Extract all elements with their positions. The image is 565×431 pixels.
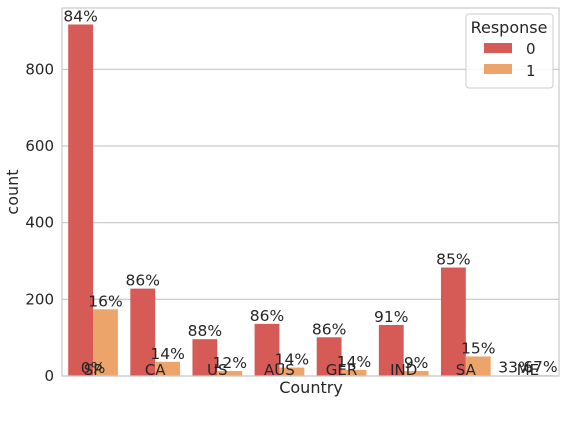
bar-label-us-0: 88% [188,322,222,340]
legend: Response 0 1 [466,14,553,88]
legend-swatch-0 [484,43,512,53]
legend-label-0: 0 [526,40,536,58]
bar-label-ind-0: 91% [374,308,408,326]
bar-label-sp-1: 16% [88,292,122,310]
bar-sp-0 [68,24,93,376]
x-axis-label: Country [279,378,343,397]
legend-label-1: 1 [526,62,536,80]
y-tick-label-1: 200 [25,290,54,308]
bar-label-sa-1: 15% [461,339,495,357]
y-axis-label: count [3,169,22,214]
bar-sa-0 [441,268,466,376]
bar-label-aus-0: 86% [250,307,284,325]
y-tick-label-2: 400 [25,214,54,232]
legend-swatch-1 [484,64,512,74]
legend-title: Response [471,18,548,37]
y-tick-label-0: 0 [44,367,54,385]
bar-label-ger-0: 86% [312,320,346,338]
bar-label-sp-0: 84% [63,7,97,25]
y-tick-label-4: 800 [25,60,54,78]
y-tick-labels: 0 200 400 600 800 [25,60,54,385]
bar-label-sa-0: 85% [436,251,470,269]
bar-label-ca-0: 86% [126,272,160,290]
y-tick-label-3: 600 [25,137,54,155]
